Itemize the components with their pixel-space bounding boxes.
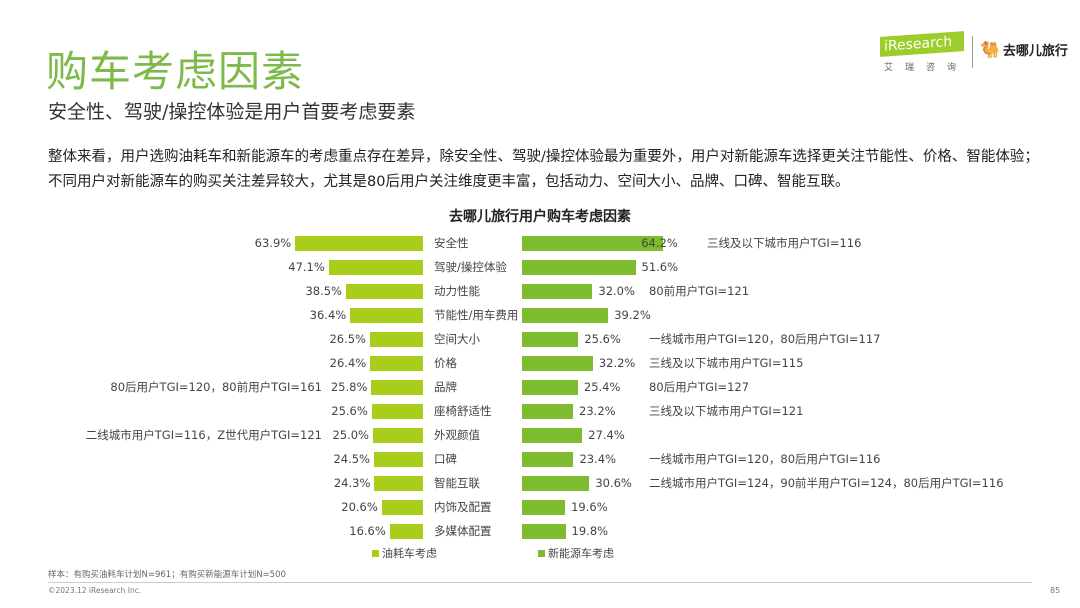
value-label-nev: 23.2% (579, 404, 616, 418)
page-number: 85 (1050, 586, 1061, 595)
annotation-nev: 二线城市用户TGI=124，90前半用户TGI=124，80后用户TGI=116 (649, 476, 1004, 490)
value-label-nev: 19.8% (571, 524, 609, 538)
value-label-fuel: 26.4% (329, 356, 367, 370)
value-label-fuel: 20.6% (341, 500, 378, 514)
annotation-nev: 三线及以下城市用户TGI=116 (707, 236, 862, 250)
annotation-nev: 三线及以下城市用户TGI=121 (649, 404, 804, 418)
value-label-fuel: 16.6% (349, 524, 386, 538)
value-label-nev: 51.6% (641, 260, 679, 274)
bar-fuel (371, 380, 423, 395)
bar-nev (522, 356, 593, 371)
category-label: 智能互联 (434, 476, 480, 490)
value-label-fuel: 36.4% (309, 308, 347, 322)
bar-fuel (370, 332, 423, 347)
bar-nev (522, 308, 609, 323)
value-label-fuel: 38.5% (305, 284, 342, 298)
bar-fuel (295, 236, 423, 251)
annotation-fuel: 二线城市用户TGI=116，Z世代用户TGI=121 (85, 428, 322, 442)
category-label: 品牌 (434, 380, 457, 394)
qunar-logo-text: 去哪儿旅行 (1002, 44, 1068, 59)
value-label-nev: 64.2% (641, 236, 678, 250)
value-label-nev: 32.0% (598, 284, 635, 298)
copyright: ©2023.12 iResearch Inc. (48, 586, 142, 595)
camel-icon: 🐫 (980, 40, 1000, 59)
value-label-fuel: 47.1% (288, 260, 325, 274)
category-label: 内饰及配置 (434, 500, 492, 514)
value-label-fuel: 24.5% (333, 452, 370, 466)
category-label: 动力性能 (434, 284, 480, 298)
logo-divider (972, 36, 973, 68)
value-label-fuel: 25.6% (331, 404, 368, 418)
annotation-nev: 80前用户TGI=121 (649, 284, 750, 298)
legend-label: 油耗车考虑 (382, 547, 437, 560)
bar-fuel (328, 260, 423, 275)
chart-title: 去哪儿旅行用户购车考虑因素 (449, 209, 631, 225)
legend-swatch (538, 550, 545, 557)
annotation-nev: 80后用户TGI=127 (649, 380, 750, 394)
iresearch-logo-sub: 艾瑞咨询 (884, 63, 969, 73)
annotation-nev: 三线及以下城市用户TGI=115 (649, 356, 804, 370)
bar-fuel (374, 452, 423, 467)
bar-fuel (374, 476, 423, 491)
value-label-nev: 23.4% (579, 452, 617, 466)
category-label: 外观颜值 (434, 428, 480, 442)
value-label-nev: 32.2% (598, 356, 636, 370)
legend-label: 新能源车考虑 (548, 547, 614, 560)
qunar-logo: 🐫 去哪儿旅行 (980, 40, 1068, 59)
value-label-nev: 25.6% (584, 332, 621, 346)
bar-fuel (350, 308, 423, 323)
annotation-nev: 一线城市用户TGI=120，80后用户TGI=116 (649, 452, 881, 466)
bar-fuel (373, 428, 423, 443)
bar-nev (522, 500, 566, 515)
bar-fuel (346, 284, 423, 299)
bar-fuel (371, 404, 423, 419)
bar-nev (522, 236, 664, 251)
value-label-fuel: 26.5% (329, 332, 366, 346)
annotation-nev: 一线城市用户TGI=120，80后用户TGI=117 (649, 332, 881, 346)
iresearch-logo: iResearch (880, 31, 964, 57)
legend-swatch (372, 550, 379, 557)
value-label-fuel: 24.3% (333, 476, 371, 490)
value-label-nev: 19.6% (571, 500, 608, 514)
bar-nev (522, 260, 636, 275)
value-label-nev: 39.2% (614, 308, 651, 322)
bar-nev (522, 476, 590, 491)
bar-nev (522, 404, 574, 419)
bar-nev (522, 524, 566, 539)
bar-nev (522, 380, 578, 395)
bar-nev (522, 428, 583, 443)
value-label-nev: 30.6% (595, 476, 632, 490)
bar-nev (522, 284, 593, 299)
page-title: 购车考虑因素 (46, 47, 305, 96)
bar-nev (522, 452, 574, 467)
bar-fuel (381, 500, 423, 515)
legend-item-fuel: 油耗车考虑 (372, 545, 437, 561)
category-label: 驾驶/操控体验 (434, 260, 507, 274)
category-label: 节能性/用车费用 (434, 308, 519, 322)
value-label-nev: 27.4% (588, 428, 625, 442)
bar-nev (522, 332, 579, 347)
value-label-fuel: 25.0% (332, 428, 369, 442)
value-label-nev: 25.4% (583, 380, 621, 394)
bar-fuel (370, 356, 423, 371)
category-label: 价格 (434, 356, 457, 370)
annotation-fuel: 80后用户TGI=120，80前用户TGI=161 (110, 380, 322, 394)
legend-item-nev: 新能源车考虑 (538, 545, 614, 561)
category-label: 多媒体配置 (434, 524, 492, 538)
page-subtitle: 安全性、驾驶/操控体验是用户首要考虑要素 (48, 101, 416, 123)
category-label: 口碑 (434, 452, 457, 466)
footer-divider (48, 582, 1032, 583)
value-label-fuel: 63.9% (254, 236, 292, 250)
sample-note: 样本：有购买油耗车计划N=961；有购买新能源车计划N=500 (48, 570, 286, 580)
category-label: 空间大小 (434, 332, 480, 346)
category-label: 安全性 (434, 236, 469, 250)
bar-fuel (389, 524, 423, 539)
description: 整体来看，用户选购油耗车和新能源车的考虑重点存在差异，除安全性、驾驶/操控体验最… (48, 149, 1039, 190)
category-label: 座椅舒适性 (434, 404, 492, 418)
value-label-fuel: 25.8% (330, 380, 368, 394)
